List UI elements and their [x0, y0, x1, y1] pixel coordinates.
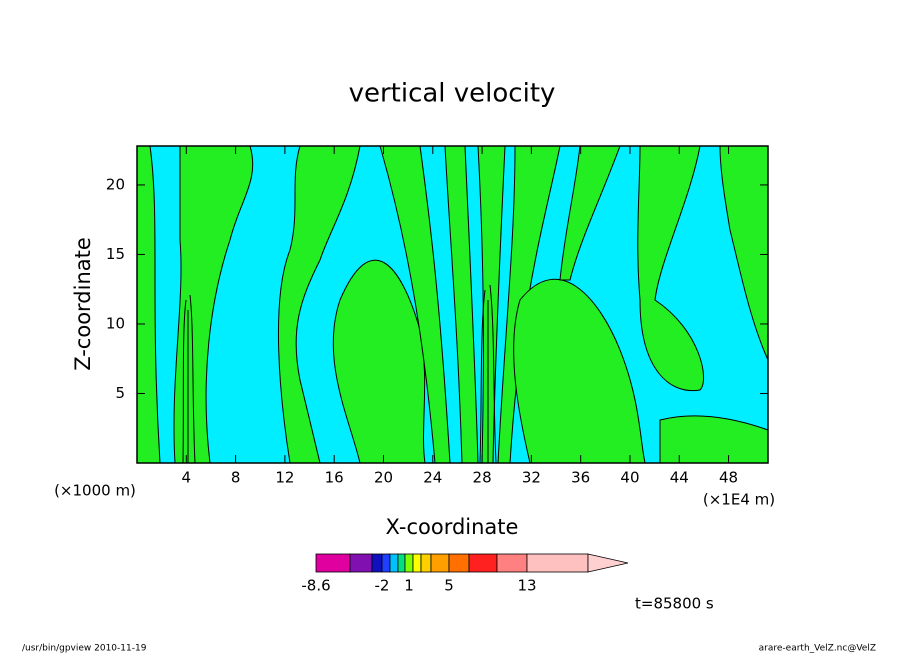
x-scale-label: (×1E4 m)	[703, 491, 775, 509]
x-tick-label: 12	[275, 469, 294, 487]
x-tick-label: 44	[670, 469, 689, 487]
x-tick-label: 4	[182, 469, 192, 487]
colorbar-segment	[468, 553, 498, 573]
colorbar-segment	[420, 553, 432, 573]
colorbar-segment	[526, 553, 589, 573]
footer-right: arare-earth_VelZ.nc@VelZ	[759, 644, 876, 654]
x-tick-label: 8	[231, 469, 241, 487]
x-tick-label: 48	[719, 469, 738, 487]
colorbar-segment	[381, 553, 391, 573]
contour-regions	[137, 146, 768, 463]
chart-title: vertical velocity	[349, 79, 556, 109]
colorbar-segment	[496, 553, 528, 573]
colorbar-tick-label: 1	[404, 577, 414, 595]
colorbar-tick-label: 5	[444, 577, 454, 595]
colorbar-extension	[587, 553, 629, 573]
x-axis-label: X-coordinate	[386, 515, 519, 539]
y-axis-label: Z-coordinate	[71, 237, 95, 371]
colorbar-segment	[404, 553, 414, 573]
x-tick-label: 20	[374, 469, 393, 487]
colorbar-tick-label: -8.6	[301, 577, 330, 595]
plot-frame	[136, 145, 769, 464]
y-tick-label: 5	[115, 384, 125, 402]
x-tick-label: 32	[522, 469, 541, 487]
x-tick-label: 24	[423, 469, 442, 487]
x-tick-label: 28	[473, 469, 492, 487]
y-tick-label: 20	[106, 175, 125, 193]
colorbar-segment	[371, 553, 383, 573]
contour-field	[137, 146, 768, 463]
colorbar-segment	[412, 553, 422, 573]
colorbar-segment	[430, 553, 450, 573]
colorbar-segment	[349, 553, 373, 573]
time-label: t=85800 s	[635, 595, 714, 613]
colorbar-segment	[397, 553, 406, 573]
colorbar-segment	[389, 553, 399, 573]
x-unit-label: (×1000 m)	[54, 482, 136, 500]
colorbar-tick-label: 13	[517, 577, 536, 595]
x-tick-label: 36	[571, 469, 590, 487]
colorbar-tick-label: -2	[375, 577, 390, 595]
colorbar-segment	[315, 553, 351, 573]
y-tick-label: 10	[106, 314, 125, 332]
y-tick-label: 15	[106, 245, 125, 263]
colorbar-segment	[448, 553, 470, 573]
x-tick-label: 16	[325, 469, 344, 487]
footer-left: /usr/bin/gpview 2010-11-19	[22, 644, 147, 654]
x-tick-label: 40	[620, 469, 639, 487]
contour-lines	[182, 284, 497, 463]
